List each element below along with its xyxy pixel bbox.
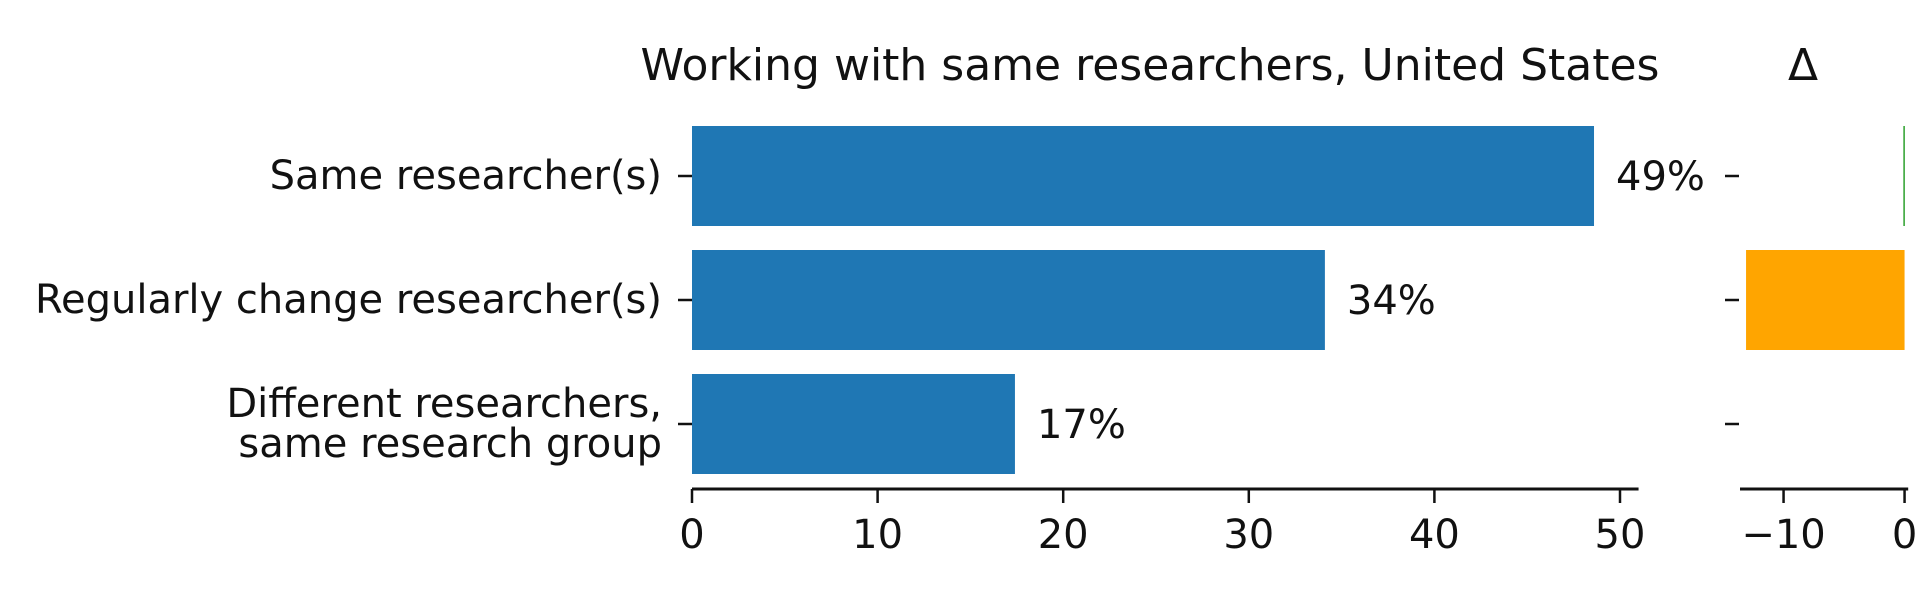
delta-x-tick-label-2: 0: [1892, 512, 1917, 558]
data-label-1: 49%: [1616, 154, 1705, 200]
bar-3: [692, 374, 1015, 474]
category-label-line: Regularly change researcher(s): [35, 277, 662, 323]
x-tick-label-4: 30: [1223, 512, 1274, 558]
x-tick-label-5: 40: [1409, 512, 1460, 558]
data-label-3: 17%: [1037, 402, 1126, 448]
data-label-2: 34%: [1347, 278, 1436, 324]
category-label-line: Same researcher(s): [270, 153, 662, 199]
x-tick-label-2: 10: [852, 512, 903, 558]
delta-bar-panel: −10 0: [1725, 126, 1917, 558]
category-label-line: same research group: [238, 421, 662, 467]
x-tick-label-3: 20: [1038, 512, 1089, 558]
delta-bar-2: [1746, 250, 1905, 350]
bar-2: [692, 250, 1325, 350]
category-label-1: Same researcher(s): [270, 153, 662, 199]
main-bar-panel: 49% Same researcher(s) 34% Regularly change…: [35, 126, 1705, 558]
category-label-3: Different researchers, same research grou…: [226, 381, 662, 467]
x-tick-label-6: 50: [1595, 512, 1646, 558]
x-tick-label-1: 0: [679, 512, 704, 558]
category-label-2: Regularly change researcher(s): [35, 277, 662, 323]
chart-title: Working with same researchers, United St…: [641, 40, 1660, 91]
delta-x-tick-label-1: −10: [1741, 512, 1825, 558]
delta-bar-1: [1903, 126, 1905, 226]
delta-chart-title: Δ: [1788, 40, 1818, 91]
category-label-line: Different researchers,: [226, 381, 662, 427]
bar-1: [692, 126, 1595, 226]
